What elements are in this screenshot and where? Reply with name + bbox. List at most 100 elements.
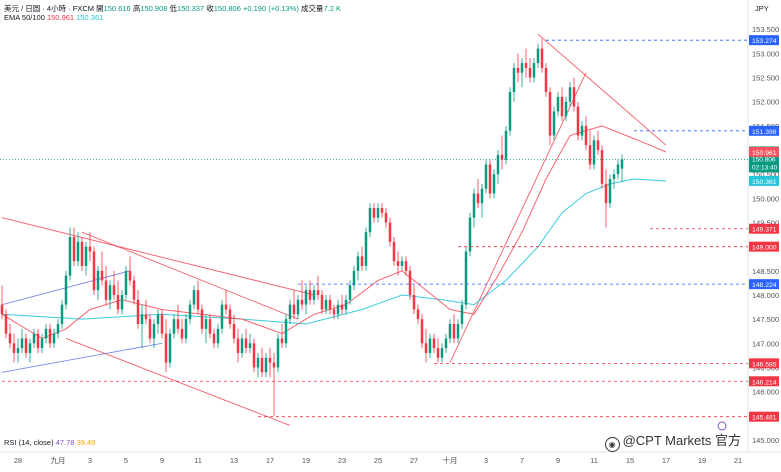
close-label: 收 — [206, 4, 214, 13]
x-tick-label: 十月 — [443, 455, 458, 465]
candle-body — [120, 294, 124, 310]
candle-body — [336, 304, 340, 315]
candle-body — [544, 67, 548, 93]
trend-line — [1, 217, 315, 296]
low-label: 低 — [169, 4, 178, 13]
candle-body — [280, 338, 284, 344]
candle-body — [64, 275, 68, 305]
candle-body — [148, 319, 152, 339]
x-tick-label: 13 — [230, 456, 238, 465]
candle-body — [4, 314, 8, 334]
candle-body — [144, 314, 148, 320]
candle-body — [540, 48, 544, 68]
candle-body — [352, 270, 356, 286]
candle-body — [200, 309, 204, 329]
ema-legend[interactable]: EMA 50/100 150.961 150.361 — [4, 13, 103, 22]
candle-body — [432, 338, 436, 349]
candle-body — [504, 130, 508, 160]
candle-body — [444, 338, 448, 349]
candle-body — [428, 338, 432, 353]
candle-body — [168, 333, 172, 363]
candle-body — [136, 299, 140, 324]
candle-body — [492, 174, 496, 194]
candle-body — [384, 212, 388, 223]
candle-body — [412, 294, 416, 310]
chart-header: 美元 / 日圆 · 4小時 · FXCM 開150.616 高150.908 低… — [4, 3, 341, 14]
ema50-line — [1, 125, 667, 340]
y-tick-label: 152.000 — [752, 98, 779, 107]
candle-body — [124, 270, 128, 295]
candle-body — [116, 294, 120, 310]
level-tag-box — [749, 35, 779, 46]
candle-body — [368, 208, 372, 233]
candle-body — [88, 246, 92, 252]
candle-body — [520, 63, 524, 73]
candle-body — [436, 348, 440, 358]
y-tick-label: 148.500 — [752, 267, 779, 276]
candle-body — [592, 140, 596, 165]
candle-body — [188, 304, 192, 320]
candle-body — [84, 246, 88, 266]
candle-body — [572, 87, 576, 107]
candle-body — [268, 357, 272, 363]
candle-body — [272, 362, 276, 368]
x-tick-label: 3 — [484, 456, 488, 465]
candle-body — [536, 48, 540, 64]
candle-body — [360, 256, 364, 266]
candle-body — [216, 328, 220, 344]
candle-body — [156, 314, 160, 324]
candle-body — [408, 270, 412, 295]
candle-body — [344, 299, 348, 310]
x-tick-label: 19 — [302, 456, 310, 465]
level-tag-label: 145.481 — [752, 415, 777, 422]
candle-body — [256, 357, 260, 368]
candle-body — [576, 106, 580, 136]
watermark: ◉ @CPT Markets 官方 — [604, 430, 741, 452]
candle-body — [140, 314, 144, 324]
candle-body — [332, 309, 336, 315]
candle-body — [248, 343, 252, 349]
candle-body — [508, 92, 512, 131]
x-tick-label: 九月 — [51, 456, 66, 465]
level-tag-label: 146.585 — [752, 361, 777, 368]
candle-body — [420, 319, 424, 344]
ema-label: EMA 50/100 — [4, 13, 45, 22]
y-tick-label: 153.000 — [752, 49, 779, 58]
trend-line — [537, 33, 667, 146]
rsi-legend[interactable]: RSI (14, close) 47.78 39.49 — [4, 438, 95, 447]
candle-body — [392, 241, 396, 262]
candle-body — [620, 159, 624, 169]
candle-body — [324, 299, 328, 310]
candle-body — [320, 294, 324, 310]
candle-body — [180, 328, 184, 339]
level-tag-box — [749, 279, 779, 290]
x-tick-label: 15 — [626, 456, 634, 465]
candle-body — [580, 125, 584, 136]
candle-body — [312, 290, 316, 300]
candle-body — [104, 280, 108, 300]
candle-body — [196, 290, 200, 310]
candle-body — [28, 343, 32, 353]
candle-body — [260, 357, 264, 373]
candle-body — [364, 232, 368, 266]
candle-body — [460, 304, 464, 324]
candle-body — [516, 67, 520, 73]
currency-label: JPY — [755, 4, 769, 13]
candle-body — [12, 343, 16, 353]
candle-body — [556, 96, 560, 112]
trend-line — [65, 338, 291, 426]
candle-body — [232, 323, 236, 339]
candle-body — [376, 208, 380, 218]
watermark-text: @CPT Markets 官方 — [622, 433, 741, 448]
candle-body — [48, 328, 52, 344]
candle-body — [512, 67, 516, 93]
high-label: 高 — [132, 4, 141, 13]
candle-body — [468, 217, 472, 252]
level-tag-box — [749, 175, 779, 186]
candle-body — [32, 333, 36, 344]
level-tag-label: 148.224 — [752, 282, 777, 289]
candle-body — [164, 333, 168, 363]
price-tag-countdown: 02:13:40 — [752, 164, 778, 171]
